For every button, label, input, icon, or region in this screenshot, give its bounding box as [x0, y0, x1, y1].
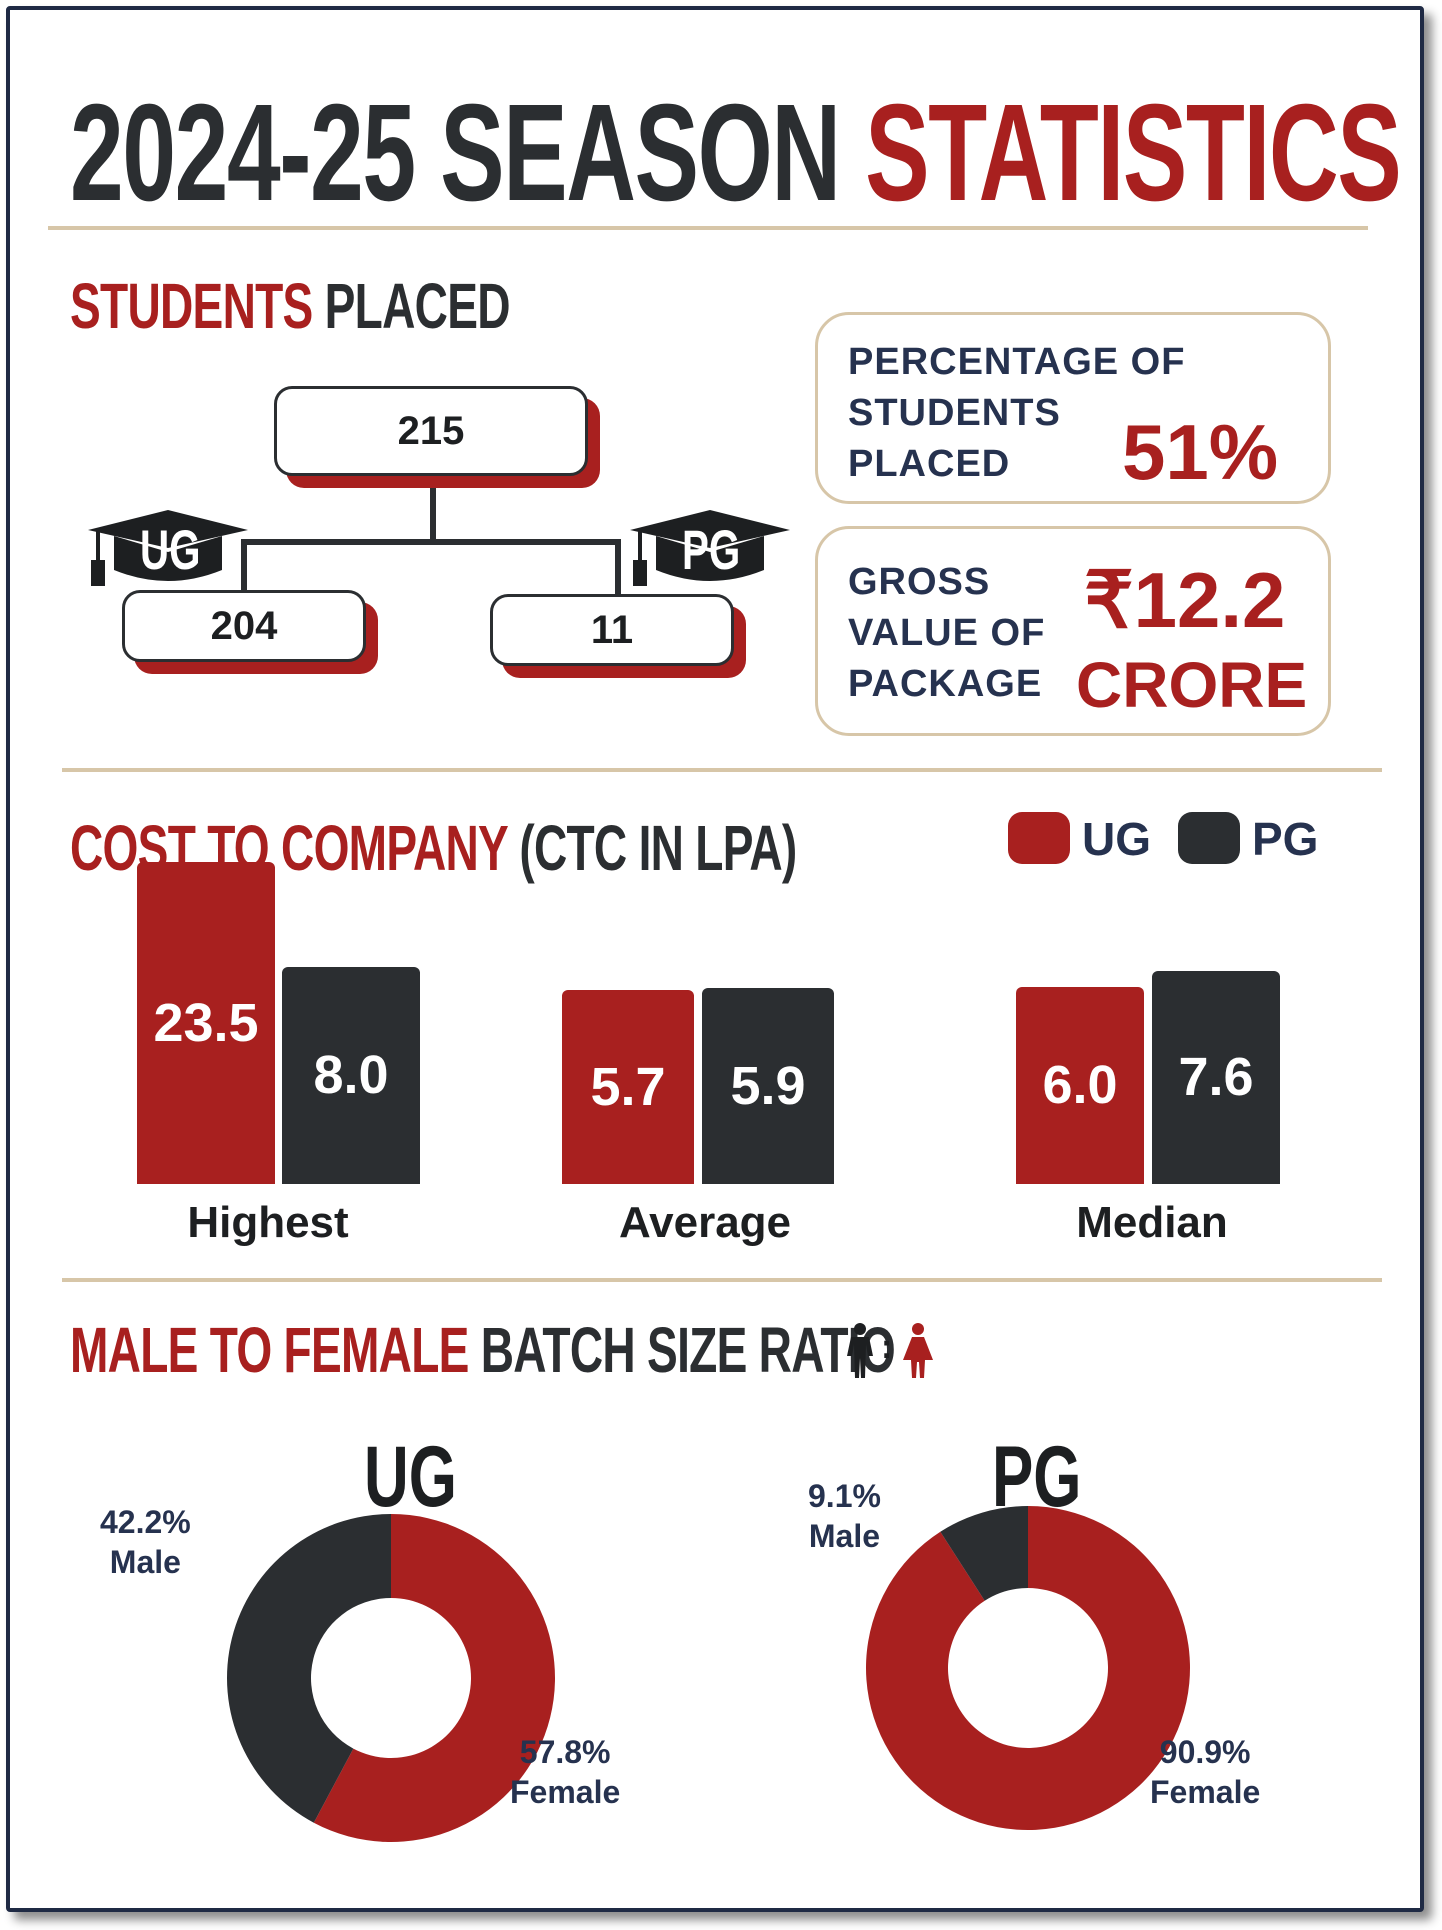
- donut-label-name: Female: [510, 1774, 621, 1810]
- students-placed-title-dark: PLACED: [324, 270, 511, 342]
- title-part-dark: 2024-25 SEASON: [70, 76, 841, 230]
- donut-label-female: 57.8% Female: [510, 1732, 620, 1812]
- bar-ug-median: 6.0: [1016, 986, 1144, 1184]
- ug-placed-value: 204: [210, 603, 278, 648]
- ctc-title-dark: (CTC IN LPA): [519, 812, 797, 884]
- donut-label-percent: 42.2%: [100, 1504, 191, 1540]
- tree-crossbar: [241, 539, 621, 545]
- legend-swatch-ug: [1008, 812, 1070, 864]
- total-placed-box: 215: [274, 386, 588, 476]
- section-divider-1: [62, 768, 1382, 772]
- percentage-label-line: PLACED: [848, 443, 1011, 485]
- percentage-label: PERCENTAGE OF STUDENTS PLACED: [848, 337, 1185, 490]
- bar-value-label: 8.0: [313, 1045, 389, 1106]
- female-person-icon: [903, 1323, 933, 1378]
- donut-slice-male: [226, 1514, 391, 1823]
- tree-right-drop: [615, 539, 621, 595]
- percentage-value: 51%: [1122, 408, 1279, 496]
- donut-label-female: 90.9% Female: [1150, 1732, 1260, 1812]
- donut-slice-female: [313, 1514, 555, 1842]
- bar-value-label: 23.5: [153, 992, 259, 1053]
- bar-value-label: 7.6: [1178, 1047, 1254, 1108]
- donut-label-percent: 57.8%: [519, 1734, 611, 1770]
- bar-pg-median: 7.6: [1152, 970, 1280, 1184]
- donut-label-percent: 90.9%: [1159, 1734, 1251, 1770]
- gross-value-amount: ₹12.2: [1084, 556, 1286, 644]
- donut-label-name: Female: [1150, 1774, 1261, 1810]
- pg-placed-value: 11: [590, 607, 634, 652]
- pg-placed-box: 11: [490, 594, 734, 666]
- pg-cap-label: PG: [682, 518, 741, 581]
- donut-slice-male: [940, 1506, 1028, 1601]
- page-title: 2024-25 SEASON STATISTICS: [70, 84, 1402, 222]
- bar-pg-highest: 8.0: [282, 966, 420, 1184]
- gross-package-card: GROSS VALUE OF PACKAGE ₹12.2 CRORE: [815, 526, 1331, 736]
- gross-label-line: PACKAGE: [848, 663, 1043, 705]
- legend-label-pg: PG: [1252, 813, 1319, 865]
- percentage-placed-card: PERCENTAGE OF STUDENTS PLACED 51%: [815, 312, 1331, 504]
- students-placed-title-red: STUDENTS: [70, 270, 313, 342]
- percentage-label-line: STUDENTS: [848, 392, 1061, 434]
- ratio-title: MALE TO FEMALE BATCH SIZE RATIO: [70, 1318, 896, 1382]
- donut-label-name: Male: [808, 1518, 881, 1554]
- ratio-separator: :: [881, 1328, 893, 1366]
- gross-label-line: GROSS: [848, 561, 991, 603]
- section-divider-2: [62, 1278, 1382, 1282]
- bar-value-label: 5.7: [590, 1056, 666, 1117]
- gross-label: GROSS VALUE OF PACKAGE: [848, 557, 1045, 710]
- tree-left-drop: [241, 539, 247, 595]
- donut-slice-female: [866, 1506, 1191, 1831]
- bar-value-label: 6.0: [1042, 1055, 1118, 1116]
- legend-swatch-pg: [1178, 812, 1240, 864]
- total-placed-value: 215: [397, 408, 465, 453]
- ug-graduation-cap-icon: UG: [88, 508, 248, 590]
- legend-label-ug: UG: [1082, 813, 1151, 865]
- title-part-red: STATISTICS: [865, 76, 1402, 230]
- donut-title: PG: [992, 1429, 1082, 1525]
- bar-value-label: 5.9: [730, 1055, 806, 1116]
- ug-cap-label: UG: [140, 518, 201, 581]
- students-placed-title: STUDENTS PLACED: [70, 274, 511, 338]
- donut-label-male: 9.1% Male: [808, 1476, 881, 1556]
- title-divider: [48, 226, 1368, 230]
- bar-ug-highest: 23.5: [137, 861, 275, 1184]
- ratio-icons: :: [843, 1322, 939, 1378]
- bar-category-label: Highest: [187, 1198, 349, 1247]
- male-person-icon: [847, 1323, 873, 1378]
- ratio-title-red: MALE TO FEMALE: [70, 1314, 469, 1386]
- bar-ug-average: 5.7: [562, 989, 694, 1184]
- gross-value-unit: CRORE: [1076, 649, 1308, 721]
- ratio-title-dark: BATCH SIZE RATIO: [480, 1314, 896, 1386]
- donut-title: UG: [364, 1429, 457, 1525]
- gross-label-line: VALUE OF: [848, 612, 1046, 654]
- donut-label-name: Male: [109, 1544, 181, 1580]
- bar-category-label: Median: [1076, 1198, 1228, 1247]
- donut-label-percent: 9.1%: [808, 1478, 881, 1514]
- ug-placed-box: 204: [122, 590, 366, 662]
- bar-pg-average: 5.9: [702, 987, 834, 1184]
- pg-graduation-cap-icon: PG: [630, 508, 790, 590]
- donut-label-male: 42.2% Male: [100, 1502, 191, 1582]
- percentage-label-line: PERCENTAGE OF: [848, 341, 1186, 383]
- bar-category-label: Average: [618, 1198, 792, 1247]
- tree-stem: [430, 476, 436, 542]
